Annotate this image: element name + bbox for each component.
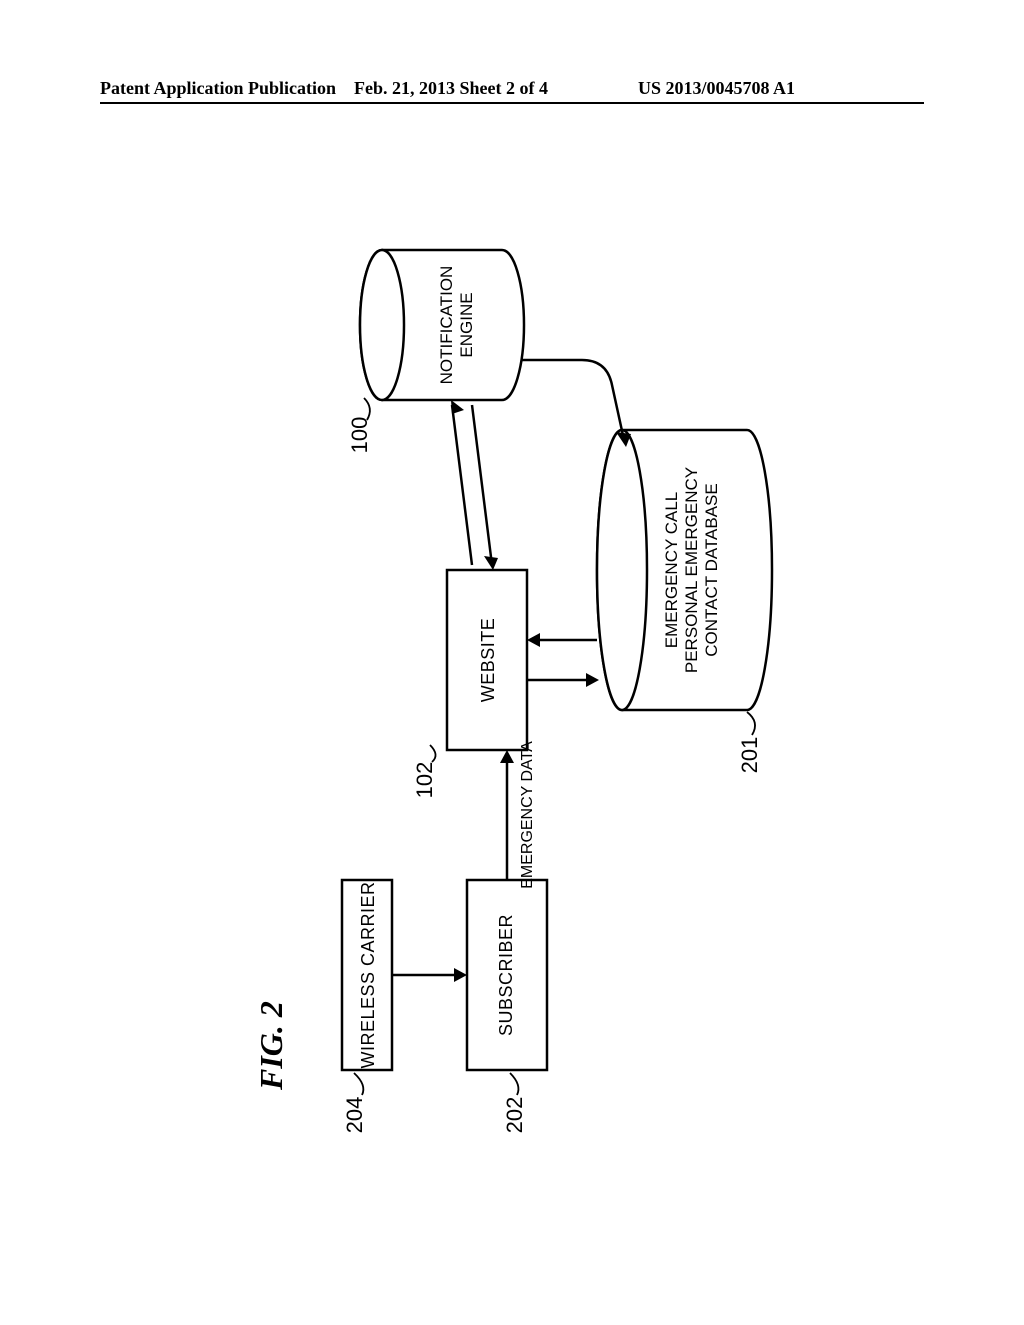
figure-2-diagram: FIG. 2 WIRELESS CARRIER 204 SUBSCRIBER 2…: [0, 0, 1024, 1320]
arrow-subscriber-website-head: [500, 750, 514, 763]
ref-102-tick: [430, 745, 436, 762]
website-text: WEBSITE: [478, 618, 498, 703]
subscriber-text: SUBSCRIBER: [496, 914, 516, 1036]
notification-engine-text-2: ENGINE: [457, 292, 476, 357]
emergency-data-label: EMERGENCY DATA: [519, 741, 536, 889]
arrow-carrier-subscriber-head: [454, 968, 467, 982]
ref-100: 100: [347, 417, 372, 454]
notification-engine-text-1: NOTIFICATION: [437, 266, 456, 385]
database-text-3: CONTACT DATABASE: [702, 483, 721, 657]
arrow-engine-website-2: [472, 405, 492, 565]
arrow-db-website-up-head: [527, 633, 540, 647]
ref-204-tick: [354, 1073, 363, 1095]
arrow-website-engine-1-head: [451, 400, 464, 414]
ref-204: 204: [342, 1097, 367, 1134]
database-text-1: EMERGENCY CALL: [662, 492, 681, 649]
wireless-carrier-text: WIRELESS CARRIER: [358, 881, 378, 1068]
ref-202: 202: [502, 1097, 527, 1134]
ref-201: 201: [737, 737, 762, 774]
ref-202-tick: [510, 1073, 518, 1095]
ref-201-tick: [747, 712, 755, 735]
database-text-2: PERSONAL EMERGENCY: [682, 467, 701, 673]
arrow-website-db-down-head: [586, 673, 599, 687]
arrow-website-engine-1: [452, 405, 472, 565]
ref-102: 102: [412, 762, 437, 799]
arrow-engine-db: [522, 360, 624, 440]
arrow-engine-website-2-head: [484, 556, 498, 570]
figure-label: FIG. 2: [253, 1001, 289, 1091]
diagram-svg: FIG. 2 WIRELESS CARRIER 204 SUBSCRIBER 2…: [0, 0, 1024, 1320]
